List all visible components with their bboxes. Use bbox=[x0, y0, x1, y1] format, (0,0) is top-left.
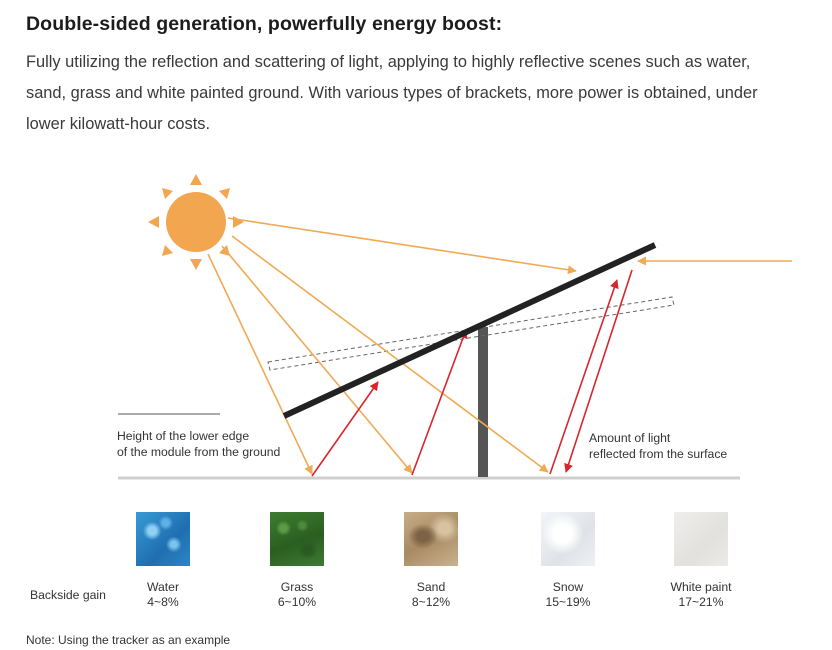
surface-caption-water: Water 4~8% bbox=[146, 580, 180, 609]
backside-gain-label: Backside gain bbox=[30, 588, 106, 602]
description-line-2: sand, grass and white painted ground. Wi… bbox=[26, 84, 758, 102]
surface-caption-white-paint: White paint 17~21% bbox=[670, 580, 732, 609]
page-title: Double-sided generation, powerfully ener… bbox=[26, 13, 503, 35]
white-paint-texture bbox=[674, 512, 728, 566]
surface-caption-grass: Grass 6~10% bbox=[277, 580, 317, 609]
reflected-rays bbox=[311, 269, 633, 477]
footnote: Note: Using the tracker as an example bbox=[26, 633, 231, 647]
description: Fully utilizing the reflection and scatt… bbox=[26, 47, 826, 140]
solar-panel bbox=[282, 242, 657, 419]
tracker-post bbox=[478, 327, 488, 477]
description-line-3: lower kilowatt-hour costs. bbox=[26, 115, 211, 133]
height-label: Height of the lower edge of the module f… bbox=[117, 429, 281, 459]
incident-rays bbox=[207, 217, 792, 475]
water-texture bbox=[136, 512, 190, 566]
panel-alt-position bbox=[267, 296, 675, 371]
surface-caption-snow: Snow 15~19% bbox=[545, 580, 591, 609]
grass-texture bbox=[270, 512, 324, 566]
sand-texture bbox=[404, 512, 458, 566]
surface-caption-sand: Sand 8~12% bbox=[411, 580, 451, 609]
reflected-amount-label: Amount of light reflected from the surfa… bbox=[589, 431, 728, 461]
description-line-1: Fully utilizing the reflection and scatt… bbox=[26, 53, 751, 71]
snow-texture bbox=[541, 512, 595, 566]
